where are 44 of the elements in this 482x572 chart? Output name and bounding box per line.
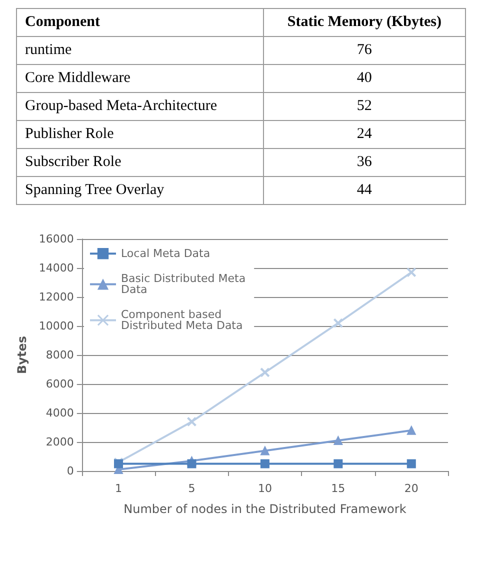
data-label: 36 — [263, 148, 466, 176]
y-tick-label: 10000 — [38, 320, 74, 332]
point — [260, 459, 270, 468]
x-tick-label: 10 — [258, 482, 272, 495]
data-label: 52 — [263, 92, 466, 120]
category-label: Group-based Meta-Architecture — [16, 92, 264, 120]
point — [406, 426, 416, 435]
x-tick-label: 20 — [404, 482, 418, 495]
point — [334, 459, 343, 468]
point — [260, 446, 270, 456]
point — [406, 459, 416, 468]
point — [334, 436, 343, 446]
y-axis-title: Bytes — [15, 336, 29, 374]
x-tick-label: 1 — [115, 482, 122, 495]
category-label: Publisher Role — [16, 120, 264, 148]
y-tick-label: 6000 — [46, 378, 74, 390]
category-label: Spanning Tree Overlay — [16, 176, 264, 204]
y-tick-label: 12000 — [38, 290, 74, 304]
data-label: 24 — [263, 120, 466, 148]
y-tick-label: 14000 — [38, 262, 74, 274]
legend-label: Basic Distributed Meta Data — [121, 272, 250, 296]
text: Static Memory (Kbytes) — [263, 8, 466, 36]
data-label: 44 — [263, 176, 466, 204]
point — [187, 417, 196, 426]
x-tick-label: 15 — [331, 482, 346, 495]
x-axis-title: Number of nodes in the Distributed Framework — [124, 502, 406, 516]
legend-label: Local Meta Data — [121, 247, 210, 260]
y-tick-label: 8000 — [46, 348, 74, 362]
data-label: 76 — [263, 36, 466, 64]
y-tick-label: 0 — [66, 464, 74, 478]
y-tick-label: 2000 — [46, 436, 74, 448]
data-label: 40 — [263, 64, 466, 92]
legend-label: Component based Distributed Meta Data — [121, 308, 243, 332]
category-label: Subscriber Role — [16, 148, 264, 176]
y-tick-label: 16000 — [38, 232, 74, 246]
category-label: Core Middleware — [16, 64, 264, 92]
y-tick-label: 4000 — [46, 406, 74, 420]
x-tick-label: 5 — [188, 482, 196, 495]
point — [187, 459, 196, 468]
point — [334, 318, 343, 328]
category-label: runtime — [16, 36, 264, 64]
point — [260, 368, 270, 377]
text: Component — [16, 8, 264, 36]
point — [406, 268, 416, 277]
